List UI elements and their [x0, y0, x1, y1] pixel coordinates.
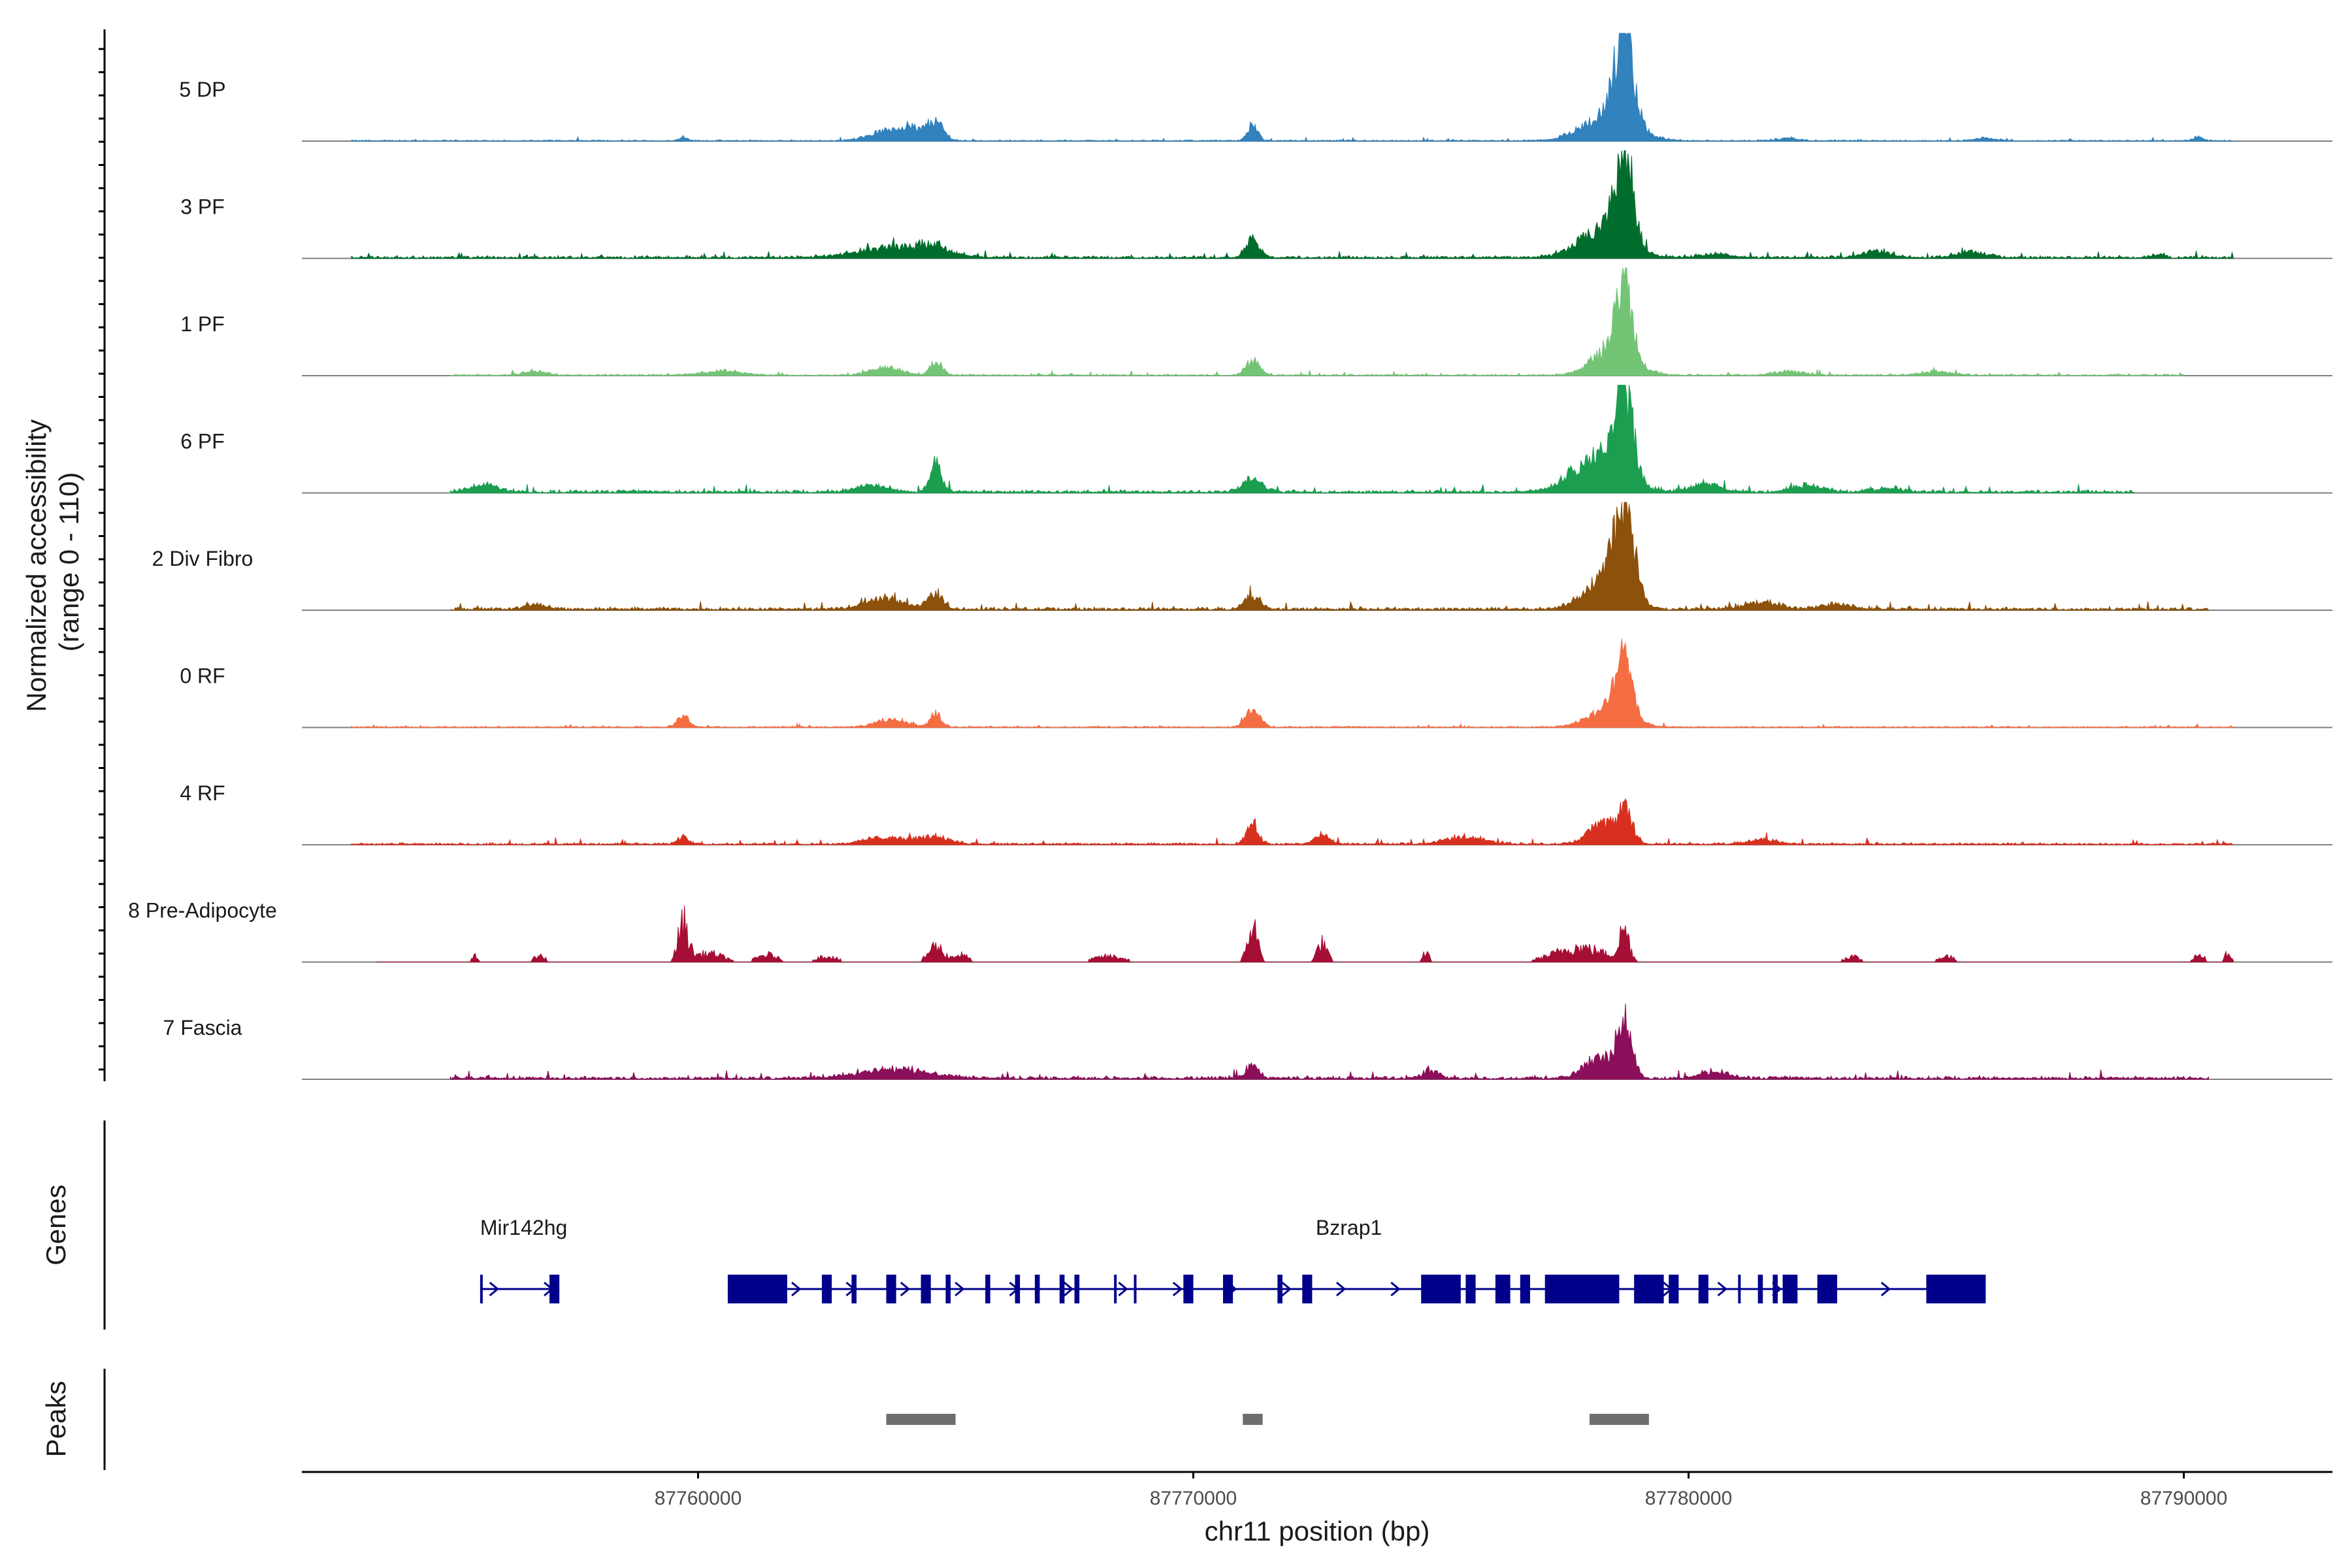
coverage-track: 5 DP — [179, 33, 2332, 142]
strand-arrow — [791, 1281, 802, 1297]
gene-exon — [821, 1275, 832, 1303]
strand-arrow — [1335, 1281, 1347, 1297]
gene-exon — [1782, 1275, 1798, 1303]
track-label: 6 PF — [180, 430, 225, 453]
gene-exon — [1520, 1275, 1530, 1303]
gene-exon — [1074, 1275, 1080, 1303]
strand-arrow — [1717, 1281, 1727, 1297]
strand-arrow — [1118, 1281, 1128, 1297]
gene-exon — [1772, 1275, 1778, 1303]
gene-exon — [1183, 1275, 1194, 1303]
gene-exon — [1757, 1275, 1763, 1303]
strand-arrow — [1281, 1281, 1292, 1297]
track-label: 3 PF — [180, 195, 225, 219]
strand-arrow — [1880, 1281, 1891, 1297]
coverage-track: 7 Fascia — [163, 1004, 2332, 1081]
track-label: 5 DP — [179, 78, 225, 101]
peak-region — [886, 1414, 956, 1425]
coverage-area — [449, 502, 2209, 612]
gene-exon — [1669, 1275, 1679, 1303]
coverage-track: 0 RF — [180, 638, 2332, 728]
gene-name: Bzrap1 — [1316, 1216, 1382, 1239]
strand-arrow — [955, 1281, 965, 1297]
gene-exon — [1544, 1275, 1620, 1303]
strand-arrow — [489, 1281, 499, 1297]
coverage-area — [449, 1004, 2209, 1081]
coverage-track: 1 PF — [180, 267, 2332, 376]
gene: Bzrap1 — [727, 1216, 1986, 1303]
coverage-track: 4 RF — [180, 781, 2332, 846]
gene-exon — [1926, 1275, 1986, 1303]
y-axis-title: Normalized accessibility (range 0 - 110) — [21, 412, 84, 712]
gene: Mir142hg — [480, 1216, 567, 1303]
gene-exon — [1059, 1275, 1065, 1303]
gene-exon — [851, 1275, 857, 1303]
peaks-track — [886, 1414, 1649, 1425]
strand-arrow — [900, 1281, 911, 1297]
gene-exon — [1277, 1275, 1282, 1303]
strand-arrow — [1064, 1281, 1074, 1297]
gene-exon — [1738, 1275, 1741, 1303]
track-label: 4 RF — [180, 781, 225, 805]
genes-side-label: Genes — [41, 1184, 71, 1266]
gene-exon — [1698, 1275, 1708, 1303]
coverage-track: 3 PF — [180, 150, 2332, 259]
track-label: 7 Fascia — [163, 1016, 242, 1039]
peak-region — [1243, 1414, 1263, 1425]
gene-annotation-track: Mir142hg Bzrap1 — [480, 1216, 1986, 1303]
gene-exon — [1034, 1275, 1040, 1303]
gene-exon — [1495, 1275, 1511, 1303]
coverage-area — [351, 638, 2234, 728]
y-axis-title-line-1: Normalized accessibility — [21, 419, 52, 712]
coverage-tracks: 5 DP 3 PF 1 PF 6 PF 2 Div Fibro 0 RF 4 RF 8 Pre… — [128, 33, 2332, 1081]
x-axis-ticks: 87760000 87770000 87780000 87790000 — [655, 1472, 2227, 1509]
gene-exon — [1421, 1275, 1461, 1303]
x-tick-label: 87770000 — [1150, 1488, 1237, 1509]
x-tick-label: 87780000 — [1645, 1488, 1732, 1509]
y-axis-title-line-2: (range 0 - 110) — [54, 472, 84, 652]
coverage-area — [351, 150, 2234, 259]
track-label: 0 RF — [180, 664, 225, 688]
strand-arrow — [1172, 1281, 1183, 1297]
gene-exon — [1015, 1275, 1021, 1303]
coverage-track: 2 Div Fibro — [152, 502, 2332, 612]
gene-exon — [945, 1275, 951, 1303]
coverage-area — [376, 906, 2234, 962]
peak-region — [1589, 1414, 1649, 1425]
gene-exon — [921, 1275, 931, 1303]
gene-exon — [886, 1275, 896, 1303]
coverage-area — [351, 33, 2234, 142]
gene-exon — [1465, 1275, 1476, 1303]
peaks-side-label: Peaks — [41, 1381, 71, 1458]
coverage-y-axis-ticks — [99, 48, 105, 1071]
gene-exon — [727, 1275, 787, 1303]
coverage-track: 6 PF — [180, 385, 2332, 494]
coverage-area — [351, 798, 2234, 846]
gene-exon — [549, 1275, 560, 1303]
gene-exon — [1222, 1275, 1233, 1303]
gene-exon — [1134, 1275, 1137, 1303]
gene-exon — [1114, 1275, 1117, 1303]
gene-exon — [1817, 1275, 1837, 1303]
gene-exon — [480, 1275, 483, 1303]
x-tick-label: 87790000 — [2140, 1488, 2227, 1509]
strand-arrow — [1390, 1281, 1401, 1297]
coverage-track: 8 Pre-Adipocyte — [128, 899, 2332, 963]
track-label: 2 Div Fibro — [152, 547, 253, 570]
gene-exon — [1634, 1275, 1664, 1303]
gene-exon — [1302, 1275, 1313, 1303]
coverage-area — [449, 267, 2185, 376]
gene-name: Mir142hg — [480, 1216, 567, 1239]
x-tick-label: 87760000 — [655, 1488, 742, 1509]
gene-exon — [985, 1275, 990, 1303]
coverage-area — [449, 385, 2135, 494]
track-label: 8 Pre-Adipocyte — [128, 899, 277, 923]
track-label: 1 PF — [180, 312, 225, 336]
x-axis-title: chr11 position (bp) — [1205, 1516, 1430, 1546]
